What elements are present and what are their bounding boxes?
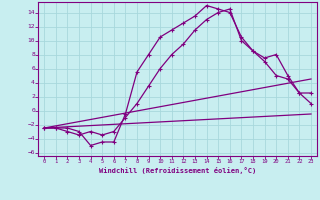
- X-axis label: Windchill (Refroidissement éolien,°C): Windchill (Refroidissement éolien,°C): [99, 167, 256, 174]
